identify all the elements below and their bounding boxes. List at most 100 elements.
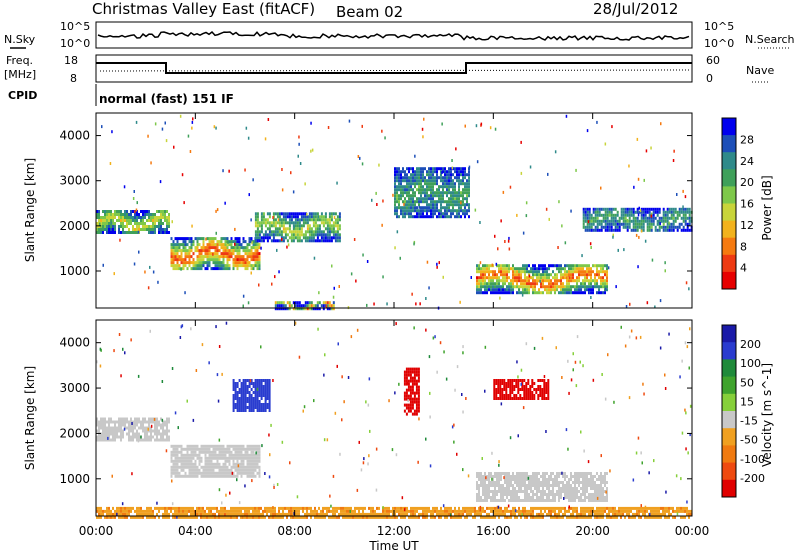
range-cell — [252, 465, 255, 469]
range-cell — [202, 444, 205, 448]
range-cell — [560, 276, 562, 280]
range-cell — [96, 438, 98, 442]
range-cell — [128, 420, 130, 424]
range-cell — [632, 219, 635, 223]
range-cell — [178, 456, 181, 460]
range-cell — [476, 487, 478, 490]
range-cell — [188, 465, 191, 469]
range-cell — [216, 264, 219, 268]
range-cell — [210, 459, 213, 463]
range-cell — [618, 222, 621, 226]
range-cell — [226, 444, 229, 448]
range-cell — [104, 509, 106, 513]
range-cell — [220, 474, 223, 478]
range-cell — [415, 379, 418, 383]
range-cell — [570, 487, 572, 490]
range-cell — [466, 185, 468, 189]
range-cell — [550, 291, 552, 295]
range-cell — [294, 301, 297, 305]
range-cell — [214, 474, 217, 478]
range-cell — [488, 273, 490, 277]
range-cell — [520, 270, 522, 274]
range-cell — [246, 509, 248, 513]
range-cell — [530, 276, 532, 280]
range-cell — [212, 468, 215, 472]
range-cell — [342, 509, 344, 513]
range-cell — [509, 397, 512, 400]
range-cell — [454, 194, 456, 198]
range-cell — [246, 391, 249, 394]
range-cell — [490, 499, 492, 502]
range-cell — [366, 512, 368, 516]
range-cell — [166, 432, 168, 436]
range-cell — [523, 385, 526, 388]
range-cell — [144, 435, 146, 439]
range-cell — [531, 385, 534, 388]
range-cell — [528, 270, 530, 274]
range-cell — [310, 236, 313, 240]
range-cell — [592, 496, 594, 499]
range-cell — [606, 273, 608, 277]
range-cell — [98, 213, 100, 216]
range-cell — [328, 218, 331, 222]
range-cell — [411, 400, 414, 404]
range-cell — [128, 512, 130, 516]
range-cell — [224, 471, 227, 475]
range-cell — [519, 388, 522, 391]
range-cell — [248, 249, 251, 253]
range-cell — [178, 243, 181, 247]
range-cell — [604, 222, 607, 226]
range-cell — [498, 282, 500, 286]
range-cell — [134, 515, 136, 519]
range-cell — [248, 264, 251, 268]
range-cell — [409, 400, 412, 404]
range-cell — [394, 170, 396, 174]
range-cell — [192, 512, 194, 516]
range-cell — [250, 409, 253, 412]
range-cell — [368, 515, 370, 519]
range-cell — [196, 471, 199, 475]
range-cell — [190, 465, 193, 469]
range-cell — [164, 506, 166, 510]
range-cell — [660, 219, 663, 223]
range-cell — [210, 506, 212, 510]
scatter-cell — [224, 201, 226, 205]
range-cell — [514, 490, 516, 493]
range-cell — [509, 388, 512, 391]
range-cell — [488, 484, 490, 487]
range-cell — [506, 496, 508, 499]
range-cell — [296, 224, 299, 228]
range-cell — [208, 444, 211, 448]
range-cell — [493, 394, 496, 397]
range-cell — [254, 258, 257, 262]
range-cell — [142, 515, 144, 519]
range-cell — [352, 509, 354, 513]
range-cell — [296, 512, 298, 516]
range-cell — [428, 182, 430, 186]
range-cell — [482, 285, 484, 289]
range-cell — [540, 267, 542, 271]
range-cell — [192, 462, 195, 466]
range-cell — [648, 225, 651, 229]
range-cell — [214, 515, 216, 519]
range-cell — [584, 282, 586, 286]
range-cell — [266, 218, 269, 222]
range-cell — [504, 490, 506, 493]
range-cell — [140, 420, 142, 424]
range-cell — [124, 509, 126, 513]
range-cell — [222, 444, 225, 448]
range-cell — [574, 484, 576, 487]
range-cell — [566, 288, 568, 292]
range-cell — [508, 270, 510, 274]
range-cell — [238, 465, 241, 469]
range-cell — [456, 167, 458, 171]
range-cell — [574, 493, 576, 496]
range-cell — [210, 450, 213, 454]
range-cell — [236, 515, 238, 519]
range-cell — [124, 219, 126, 222]
range-cell — [460, 209, 462, 213]
range-cell — [562, 487, 564, 490]
range-cell — [408, 203, 410, 207]
range-cell — [415, 397, 418, 401]
range-cell — [440, 194, 442, 198]
